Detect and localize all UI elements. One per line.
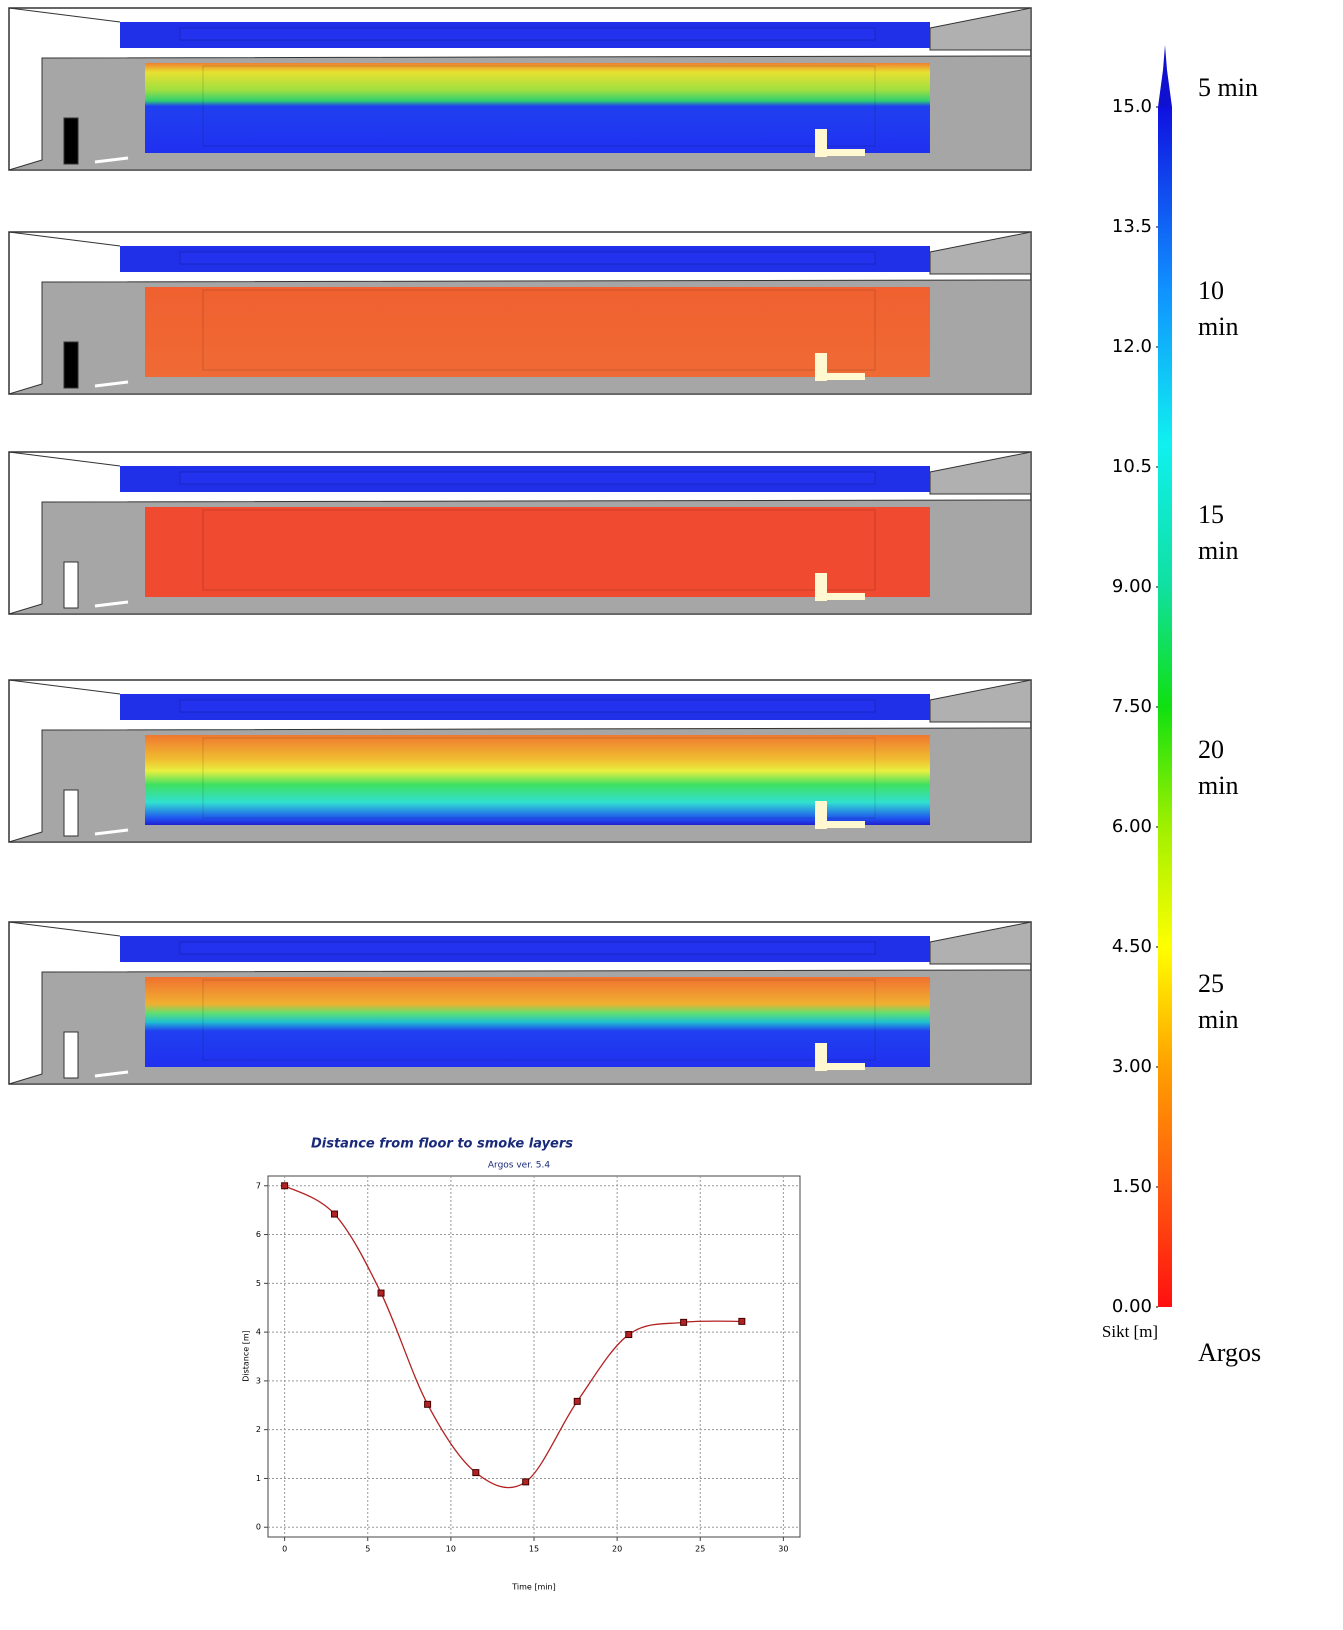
ceiling-inner (180, 700, 875, 712)
marker (378, 1290, 384, 1296)
ceiling-inner (180, 252, 875, 264)
panel-label: 5 min (1198, 70, 1264, 106)
smoke-field (145, 507, 930, 597)
y-tick-label: 3 (256, 1376, 261, 1385)
furniture (815, 373, 865, 380)
y-tick-label: 6 (256, 1230, 261, 1239)
y-tick-label: 2 (256, 1425, 261, 1434)
furniture (815, 1063, 865, 1070)
ceiling-inner (180, 472, 875, 484)
y-tick-label: 7 (256, 1181, 261, 1190)
footer: Argos (1198, 1335, 1318, 1371)
x-tick-label: 15 (529, 1545, 539, 1554)
colorbar-tick-label: 0.00 (1112, 1296, 1152, 1317)
door (64, 342, 78, 388)
ceiling-inner (180, 942, 875, 954)
colorbar-tick-label: 1.50 (1112, 1176, 1152, 1197)
furniture (815, 593, 865, 600)
ceiling-inner (180, 28, 875, 40)
colorbar-tick-label: 10.5 (1112, 456, 1152, 477)
marker (574, 1398, 580, 1404)
colorbar-tick-label: 15.0 (1112, 96, 1152, 117)
panel-label: 10 min (1198, 273, 1264, 345)
chart-title: Distance from floor to smoke layers (311, 1137, 573, 1152)
furniture (815, 149, 865, 156)
colorbar-tick-label: 7.50 (1112, 696, 1152, 717)
door (64, 790, 78, 836)
smoke-field (145, 735, 930, 825)
colorbar-tick-label: 12.0 (1112, 336, 1152, 357)
x-tick-label: 20 (612, 1545, 622, 1554)
y-tick-label: 1 (256, 1474, 261, 1483)
colorbar-tick-label: 3.00 (1112, 1056, 1152, 1077)
marker (425, 1401, 431, 1407)
marker (739, 1318, 745, 1324)
y-tick-label: 4 (256, 1328, 261, 1337)
y-tick-label: 5 (256, 1279, 261, 1288)
colorbar-tick-label: 4.50 (1112, 936, 1152, 957)
door (64, 118, 78, 164)
colorbar-cap (1158, 45, 1172, 107)
figure: Sikt [m] Distance from floor to smoke la… (0, 0, 1343, 1630)
x-tick-label: 5 (365, 1545, 370, 1554)
panel-label: 15 min (1198, 497, 1264, 569)
marker (282, 1183, 288, 1189)
chart-subtitle: Argos ver. 5.4 (488, 1161, 551, 1171)
x-tick-label: 25 (695, 1545, 705, 1554)
smoke-field (145, 287, 930, 377)
panel-label: 20 min (1198, 732, 1264, 804)
colorbar-label: Sikt [m] (1102, 1322, 1158, 1341)
x-tick-label: 10 (446, 1545, 456, 1554)
marker (473, 1470, 479, 1476)
x-axis-label: Time [min] (511, 1583, 555, 1592)
marker (332, 1211, 338, 1217)
furniture (815, 821, 865, 828)
colorbar-tick-label: 6.00 (1112, 816, 1152, 837)
door (64, 1032, 78, 1078)
colorbar-tick-label: 13.5 (1112, 216, 1152, 237)
smoke-field (145, 977, 930, 1067)
x-tick-label: 0 (282, 1545, 287, 1554)
smoke-field (145, 63, 930, 153)
y-tick-label: 0 (256, 1523, 261, 1532)
colorbar (1158, 107, 1172, 1307)
marker (626, 1332, 632, 1338)
door (64, 562, 78, 608)
y-axis-label: Distance [m] (242, 1330, 251, 1382)
x-tick-label: 30 (778, 1545, 788, 1554)
colorbar-tick-label: 9.00 (1112, 576, 1152, 597)
canvas: Sikt [m] Distance from floor to smoke la… (0, 0, 1343, 1630)
marker (523, 1479, 529, 1485)
marker (681, 1319, 687, 1325)
panel-label: 25 min (1198, 966, 1264, 1038)
